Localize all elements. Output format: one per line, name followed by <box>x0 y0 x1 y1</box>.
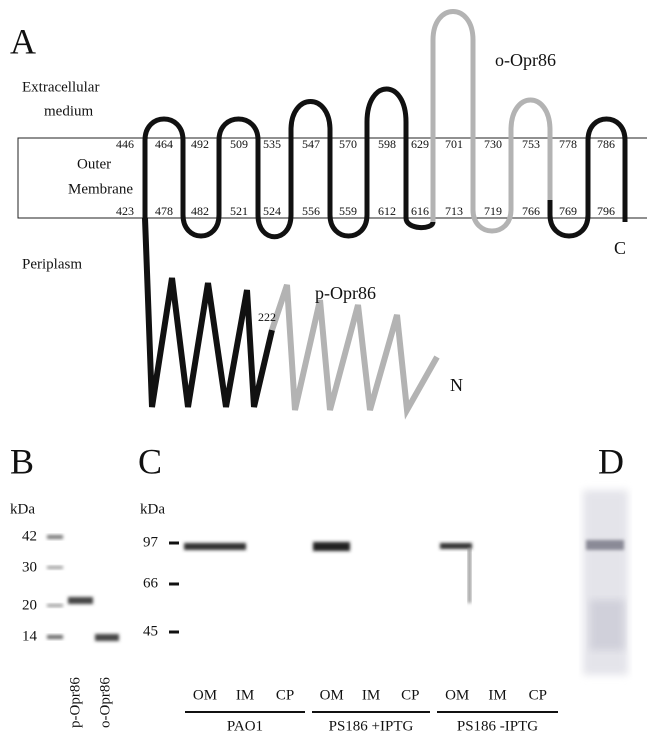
residue-label: 796 <box>597 204 615 218</box>
lane-label: IM <box>488 687 506 703</box>
domain-label: o-Opr86 <box>495 50 556 70</box>
residue-label: 786 <box>597 137 615 151</box>
lane-label: CP <box>529 687 547 703</box>
residue-label: 535 <box>263 137 281 151</box>
residue-label: 509 <box>230 137 248 151</box>
residue-label: 524 <box>263 204 281 218</box>
residue-label: 478 <box>155 204 173 218</box>
lane-label: p-Opr86 <box>67 677 83 728</box>
protein-band <box>313 542 350 551</box>
lane-label: CP <box>401 687 419 703</box>
residue-label: 222 <box>258 310 276 324</box>
protein-band <box>184 543 246 550</box>
panel-label: B <box>10 441 34 481</box>
region-label: Membrane <box>68 181 133 197</box>
lane-label: o-Opr86 <box>97 677 113 728</box>
marker-label: 14 <box>22 628 38 644</box>
marker-band <box>47 604 63 607</box>
residue-label: 492 <box>191 137 209 151</box>
domain-label: p-Opr86 <box>315 283 376 303</box>
region-label: medium <box>44 103 93 119</box>
panel-label: C <box>138 441 162 481</box>
lane-label: IM <box>236 687 254 703</box>
residue-label: 719 <box>484 204 502 218</box>
marker-label: 42 <box>22 528 37 544</box>
residue-label: 616 <box>411 204 429 218</box>
residue-label: 464 <box>155 137 173 151</box>
p-domain-grey <box>269 284 440 420</box>
residue-label: 769 <box>559 204 577 218</box>
marker-label: 30 <box>22 559 37 575</box>
unit-label: kDa <box>10 501 35 517</box>
lane-label: CP <box>276 687 294 703</box>
residue-label: 730 <box>484 137 502 151</box>
membrane-box <box>17 137 647 219</box>
lane-label: OM <box>320 687 344 703</box>
residue-label: 556 <box>302 204 320 218</box>
gel-c <box>184 542 472 603</box>
group-label: PAO1 <box>227 718 263 734</box>
smear <box>468 548 471 603</box>
residue-label: 629 <box>411 137 429 151</box>
residue-label: 766 <box>522 204 540 218</box>
o-domain-strand <box>430 9 553 234</box>
protein-band <box>586 540 624 550</box>
protein-band <box>68 597 93 604</box>
panel-label: D <box>598 441 624 481</box>
gel-b <box>47 535 119 641</box>
marker-label: 97 <box>143 534 159 550</box>
residue-label: 701 <box>445 137 463 151</box>
unit-label: kDa <box>140 501 165 517</box>
residues: 446 464 492 509 535 547 570 598 629 701 730 753 778 7… <box>116 137 615 218</box>
marker-band <box>47 566 63 569</box>
panel-label: A <box>10 21 36 61</box>
residue-label: 446 <box>116 137 134 151</box>
transmembrane-strand <box>142 86 436 240</box>
terminus-label: N <box>450 375 463 395</box>
region-label: Extracellular <box>22 79 99 95</box>
marker-label: 20 <box>22 597 37 613</box>
residue-label: 612 <box>378 204 396 218</box>
region-label: Outer <box>77 156 111 172</box>
residue-label: 598 <box>378 137 396 151</box>
residue-label: 521 <box>230 204 248 218</box>
residue-label: 559 <box>339 204 357 218</box>
lane-label: OM <box>193 687 217 703</box>
residue-label: 753 <box>522 137 540 151</box>
marker-band <box>47 535 63 539</box>
marker-band <box>47 635 63 639</box>
residue-label: 482 <box>191 204 209 218</box>
residue-label: 778 <box>559 137 577 151</box>
group-label: PS186 -IPTG <box>457 718 538 734</box>
residue-label: 547 <box>302 137 320 151</box>
residue-label: 423 <box>116 204 134 218</box>
p-domain-black <box>142 217 275 408</box>
terminus-label: C <box>614 238 626 258</box>
region-label: Periplasm <box>22 256 82 272</box>
group-label: PS186 +IPTG <box>329 718 414 734</box>
residue-label: 713 <box>445 204 463 218</box>
c-labels: 97 66 45 OM IM CP PAO1 OM IM CP PS186 +IPTG OM IM CP P… <box>143 534 558 734</box>
protein-band <box>440 543 472 549</box>
lane-label: OM <box>445 687 469 703</box>
marker-label: 66 <box>143 575 159 591</box>
marker-label: 45 <box>143 623 158 639</box>
b-labels: 42 30 20 14 p-Opr86 o-Opr86 <box>22 528 113 728</box>
residue-label: 570 <box>339 137 357 151</box>
lane-label: IM <box>362 687 380 703</box>
transmembrane-strand <box>547 116 628 239</box>
protein-band <box>95 634 119 641</box>
smear <box>590 600 624 650</box>
